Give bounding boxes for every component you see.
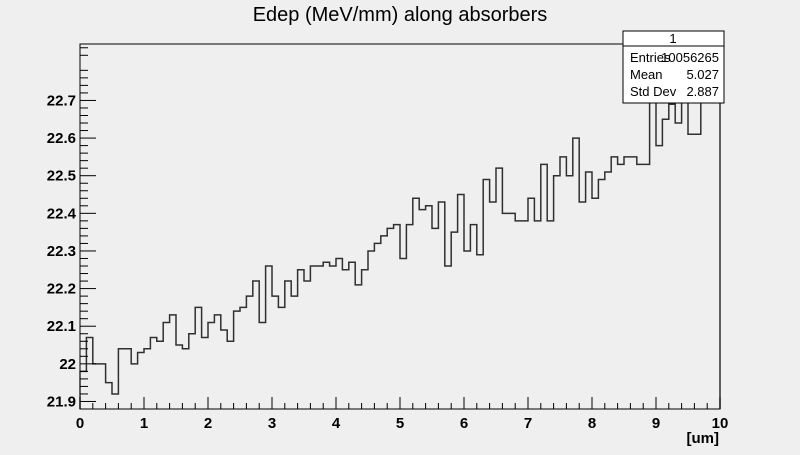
stats-box: 1 Entries 10056265 Mean 5.027 Std Dev 2.… — [622, 30, 725, 104]
x-tick-label: 10 — [712, 415, 729, 432]
y-tick-label: 22.6 — [47, 130, 76, 147]
stats-histogram-name: 1 — [669, 31, 676, 46]
stats-std-dev-label: Std Dev — [630, 84, 677, 99]
x-tick-label: 1 — [140, 415, 148, 432]
y-tick-label: 22 — [59, 356, 76, 373]
x-tick-label: 0 — [76, 415, 84, 432]
chart-title: Edep (MeV/mm) along absorbers — [253, 4, 548, 26]
x-axis-label: [um] — [687, 430, 720, 447]
axes: 0 1 2 3 4 5 6 7 8 9 10 21.9 22 22.1 22.2 22.3 22.4 22.5 22… — [47, 47, 729, 432]
x-tick-label: 6 — [460, 415, 468, 432]
x-tick-label: 8 — [588, 415, 596, 432]
y-tick-label: 22.7 — [47, 92, 76, 109]
stats-entries-label: Entries — [630, 50, 671, 65]
y-tick-label: 22.3 — [47, 243, 76, 260]
y-tick-label: 22.4 — [47, 205, 77, 222]
stats-std-dev-value: 2.887 — [686, 84, 719, 99]
y-tick-label: 22.5 — [47, 168, 76, 185]
stats-mean-label: Mean — [630, 67, 663, 82]
stats-mean-value: 5.027 — [686, 67, 719, 82]
x-tick-label: 4 — [332, 415, 341, 432]
histogram-step-line — [79, 84, 721, 409]
x-tick-label: 9 — [652, 415, 660, 432]
x-tick-label: 5 — [396, 415, 404, 432]
stats-entries-value: 10056265 — [661, 50, 719, 65]
x-tick-label: 7 — [524, 415, 532, 432]
x-tick-label: 3 — [268, 415, 276, 432]
y-tick-label: 21.9 — [47, 393, 76, 410]
y-tick-label: 22.2 — [47, 281, 76, 298]
x-tick-label: 2 — [204, 415, 212, 432]
histogram-series — [79, 84, 721, 409]
stats-box-background — [622, 30, 725, 104]
y-tick-label: 22.1 — [47, 318, 76, 335]
